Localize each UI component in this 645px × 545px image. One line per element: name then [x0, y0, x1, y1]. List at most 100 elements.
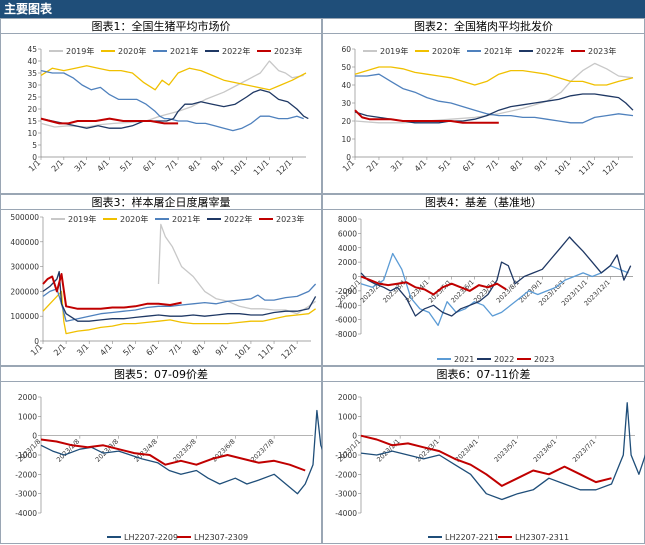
- chart-svg: 0 100000 200000 300000 400000 500000 1/1 2/1 3/1…: [10, 213, 317, 361]
- x-tick-label: 2/1: [50, 158, 65, 173]
- x-tick-label: 4/1: [98, 342, 113, 357]
- x-tick-label: 7/1: [164, 158, 179, 173]
- chart-title: 图表2：全国猪肉平均批发价: [323, 19, 644, 34]
- y-tick-label: 2000: [338, 393, 357, 402]
- legend-label: 2021年: [170, 46, 198, 56]
- x-tick-label: 5/1: [121, 342, 136, 357]
- y-tick-label: 50: [341, 63, 351, 72]
- x-tick-label: 12/1: [601, 158, 620, 177]
- legend-label: 2022: [494, 355, 514, 364]
- y-tick-label: -2000: [15, 470, 37, 479]
- x-tick-label: 12/1: [275, 158, 294, 177]
- series-line-2023年: [354, 109, 499, 124]
- series-line-LH2207-2209: [40, 409, 323, 495]
- series-line-2021年: [42, 283, 317, 322]
- x-tick-label: 2023/6/8: [210, 437, 236, 463]
- y-tick-label: 2000: [338, 258, 357, 267]
- series-line-2023年: [40, 117, 179, 125]
- y-tick-label: -6000: [335, 316, 357, 325]
- x-tick-label: 8/1: [191, 342, 206, 357]
- x-tick-label: 5/1: [118, 158, 133, 173]
- y-tick-label: 15: [27, 117, 37, 126]
- x-tick-label: 5/1: [437, 158, 452, 173]
- x-tick-label: 6/1: [461, 158, 476, 173]
- legend-label: 2022年: [536, 46, 564, 56]
- y-tick-label: 60: [341, 45, 351, 54]
- x-tick-label: 9/1: [533, 158, 548, 173]
- x-tick-label: 10/1: [553, 158, 572, 177]
- y-tick-label: 1000: [18, 412, 37, 421]
- series-line-LH2307-2311: [360, 434, 612, 487]
- y-tick-label: 35: [27, 69, 37, 78]
- x-tick-label: 8/1: [509, 158, 524, 173]
- y-tick-label: 20: [341, 117, 351, 126]
- y-tick-label: -8000: [335, 330, 357, 339]
- x-tick-label: 7/1: [168, 342, 183, 357]
- x-tick-label: 7/1: [485, 158, 500, 173]
- x-tick-label: 10/1: [233, 342, 252, 361]
- y-tick-label: 45: [27, 45, 37, 54]
- series-line-2019年: [354, 62, 634, 124]
- x-tick-label: 2023/5/1: [493, 437, 519, 463]
- legend-label: LH2307-2309: [194, 533, 248, 542]
- x-tick-label: 2023/6/1: [532, 437, 558, 463]
- chart-panel-4: 图表4：基差（基准地） -8000 -6000 -4000 -2000 0 2000 400…: [322, 194, 645, 366]
- legend-label: 2020年: [432, 46, 460, 56]
- series-line-2020年: [354, 66, 634, 86]
- series-line-2020年: [42, 290, 316, 335]
- x-tick-label: 9/1: [214, 342, 229, 357]
- chart-svg: 0 5 10 15 20 25 30 35 40 45 1/1 2/1 3/1 4/1 5/1 6/1 7/1 8…: [27, 45, 309, 177]
- series-line-LH2307-2309: [40, 438, 306, 472]
- series-line-2022年: [40, 89, 309, 129]
- chart-panel-6: 图表6：07-11价差 -4000 -3000 -2000 -1000 0 1000 200…: [322, 366, 645, 544]
- y-tick-label: 100000: [10, 312, 39, 321]
- y-tick-label: 0: [352, 432, 357, 441]
- legend-label: 2023年: [276, 214, 304, 224]
- y-tick-label: -4000: [335, 509, 357, 518]
- x-tick-label: 2023/7/1: [472, 278, 498, 304]
- y-tick-label: 10: [341, 135, 351, 144]
- series-line-LH2207-2211: [360, 402, 645, 501]
- legend-label: 2023: [534, 355, 554, 364]
- chart-panel-5: 图表5：07-09价差 -4000 -3000 -2000 -1000 0 1000 200…: [0, 366, 323, 544]
- section-header: 主要图表: [0, 0, 645, 18]
- legend-label: 2019年: [68, 214, 96, 224]
- y-tick-label: 6000: [338, 229, 357, 238]
- x-tick-label: 1/1: [341, 158, 356, 173]
- series-line-2021年: [355, 73, 634, 124]
- x-tick-label: 8/1: [187, 158, 202, 173]
- y-tick-label: 4000: [338, 244, 357, 253]
- x-tick-label: 3/1: [75, 342, 90, 357]
- series-line-2023年: [42, 273, 182, 310]
- x-tick-label: 6/1: [141, 158, 156, 173]
- y-tick-label: 40: [27, 57, 37, 66]
- y-tick-label: 0: [34, 337, 39, 346]
- series-line-2022: [360, 236, 632, 317]
- y-tick-label: 8000: [338, 215, 357, 224]
- x-tick-label: 11/1: [577, 158, 596, 177]
- y-tick-label: 2000: [18, 393, 37, 402]
- y-tick-label: -2000: [335, 470, 357, 479]
- x-tick-label: 2/1: [365, 158, 380, 173]
- y-tick-label: 0: [352, 273, 357, 282]
- legend-label: 2022年: [222, 46, 250, 56]
- y-tick-label: 1000: [338, 412, 357, 421]
- y-tick-label: -1000: [335, 451, 357, 460]
- x-tick-label: 6/1: [144, 342, 159, 357]
- x-tick-label: 1/1: [27, 158, 42, 173]
- chart-title: 图表3：样本屠企日度屠宰量: [1, 195, 321, 210]
- series-line-2022年: [42, 270, 317, 322]
- legend-label: LH2207-2211: [445, 533, 499, 542]
- x-tick-label: 2023/7/8: [249, 437, 275, 463]
- y-tick-label: 300000: [10, 263, 39, 272]
- series-line-2023: [360, 275, 507, 296]
- legend-label: LH2207-2209: [124, 533, 178, 542]
- legend-label: 2023年: [274, 46, 302, 56]
- chart-title: 图表4：基差（基准地）: [323, 195, 644, 210]
- legend-label: 2020年: [118, 46, 146, 56]
- x-tick-label: 4/1: [413, 158, 428, 173]
- legend-label: 2019年: [380, 46, 408, 56]
- y-tick-label: 500000: [10, 213, 39, 222]
